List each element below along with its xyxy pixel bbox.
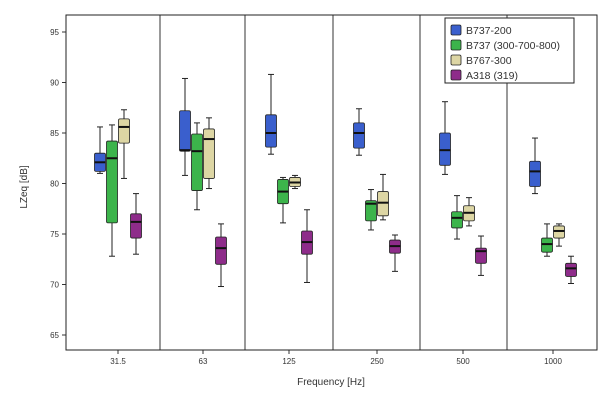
y-tick-label: 70 xyxy=(50,281,59,290)
y-axis: 65 70 75 80 85 90 95 xyxy=(50,28,66,340)
box-b737-200 xyxy=(353,108,365,156)
legend-swatch xyxy=(450,39,462,51)
x-tick-label: 500 xyxy=(456,357,470,366)
box-b737-300-700-800- xyxy=(277,176,289,224)
box-iqr xyxy=(203,128,215,179)
legend-box xyxy=(444,17,575,84)
x-tick-label: 125 xyxy=(282,357,296,366)
box-a318-319- xyxy=(565,255,577,284)
y-tick-label: 95 xyxy=(50,28,59,37)
box-iqr xyxy=(106,140,118,224)
x-tick-label: 31.5 xyxy=(110,357,126,366)
box-b737-200 xyxy=(179,77,191,176)
box-a318-319- xyxy=(301,209,313,283)
legend: B737-200 B737 (300-700-800) B767-300 A318 (… xyxy=(444,17,575,84)
box-b767-300 xyxy=(118,109,130,179)
box-iqr xyxy=(353,122,365,149)
box-iqr xyxy=(179,110,191,152)
box-b767-300 xyxy=(553,223,565,247)
box-b737-300-700-800- xyxy=(451,195,463,240)
box-b767-300 xyxy=(289,174,301,190)
box-b737-200 xyxy=(265,73,277,155)
box-b767-300 xyxy=(463,197,475,227)
x-tick-label: 1000 xyxy=(544,357,562,366)
x-axis: 31.5 63 125 250 500 1000 xyxy=(110,350,562,366)
box-b737-300-700-800- xyxy=(365,189,377,231)
box-iqr xyxy=(377,191,389,217)
x-tick-label: 63 xyxy=(199,357,208,366)
box-series xyxy=(94,73,577,288)
box-iqr xyxy=(365,200,377,222)
box-iqr xyxy=(565,262,577,277)
box-a318-319- xyxy=(215,223,227,288)
box-iqr xyxy=(529,160,541,187)
legend-swatch xyxy=(450,69,462,81)
y-axis-label: LZeq [dB] xyxy=(19,165,30,209)
box-b737-300-700-800- xyxy=(191,122,203,211)
box-a318-319- xyxy=(130,193,142,255)
box-b767-300 xyxy=(203,117,215,190)
box-b737-200 xyxy=(529,137,541,195)
x-axis-label: Frequency [Hz] xyxy=(297,377,365,388)
box-iqr xyxy=(215,236,227,265)
box-b737-200 xyxy=(439,101,451,175)
legend-label: B767-300 xyxy=(466,55,512,67)
box-b737-200 xyxy=(94,126,106,174)
y-tick-label: 90 xyxy=(50,79,59,88)
box-b737-300-700-800- xyxy=(106,124,118,257)
box-iqr xyxy=(265,114,277,148)
box-iqr xyxy=(191,133,203,191)
box-iqr xyxy=(541,237,553,253)
legend-label: B737 (300-700-800) xyxy=(466,40,560,52)
box-iqr xyxy=(439,132,451,166)
box-iqr xyxy=(130,213,142,239)
legend-swatch xyxy=(450,24,462,36)
box-b737-300-700-800- xyxy=(541,223,553,257)
x-tick-label: 250 xyxy=(370,357,384,366)
box-iqr xyxy=(118,118,130,144)
box-b767-300 xyxy=(377,173,389,221)
y-tick-label: 75 xyxy=(50,230,59,239)
y-tick-label: 85 xyxy=(50,129,59,138)
y-tick-label: 80 xyxy=(50,180,59,189)
box-a318-319- xyxy=(389,234,401,272)
box-iqr xyxy=(451,211,463,229)
plot-frame xyxy=(65,14,598,351)
legend-label: A318 (319) xyxy=(466,70,518,82)
y-tick-label: 65 xyxy=(50,331,59,340)
box-a318-319- xyxy=(475,235,487,276)
legend-swatch xyxy=(450,54,462,66)
legend-label: B737-200 xyxy=(466,25,512,37)
box-iqr xyxy=(553,225,565,239)
